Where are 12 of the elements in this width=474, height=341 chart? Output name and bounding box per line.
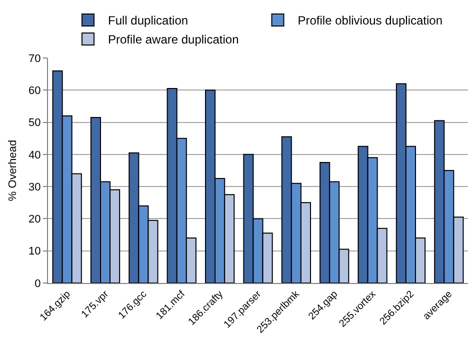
y-tick-label: 50 (28, 117, 41, 130)
y-tick-label: 20 (28, 214, 41, 226)
legend-label: Profile oblivious duplication (298, 14, 442, 28)
y-tick-label: 40 (28, 149, 41, 162)
y-tick-label: 10 (28, 246, 41, 258)
legend-label: Profile aware duplication (108, 32, 239, 47)
legend-label: Full duplication (108, 14, 188, 28)
y-tick-label: 60 (28, 84, 41, 97)
y-tick-label: 0 (34, 278, 41, 290)
y-tick-label: 30 (28, 181, 41, 194)
y-tick-label: 70 (28, 52, 41, 65)
y-axis-title: % Overhead (7, 140, 19, 202)
